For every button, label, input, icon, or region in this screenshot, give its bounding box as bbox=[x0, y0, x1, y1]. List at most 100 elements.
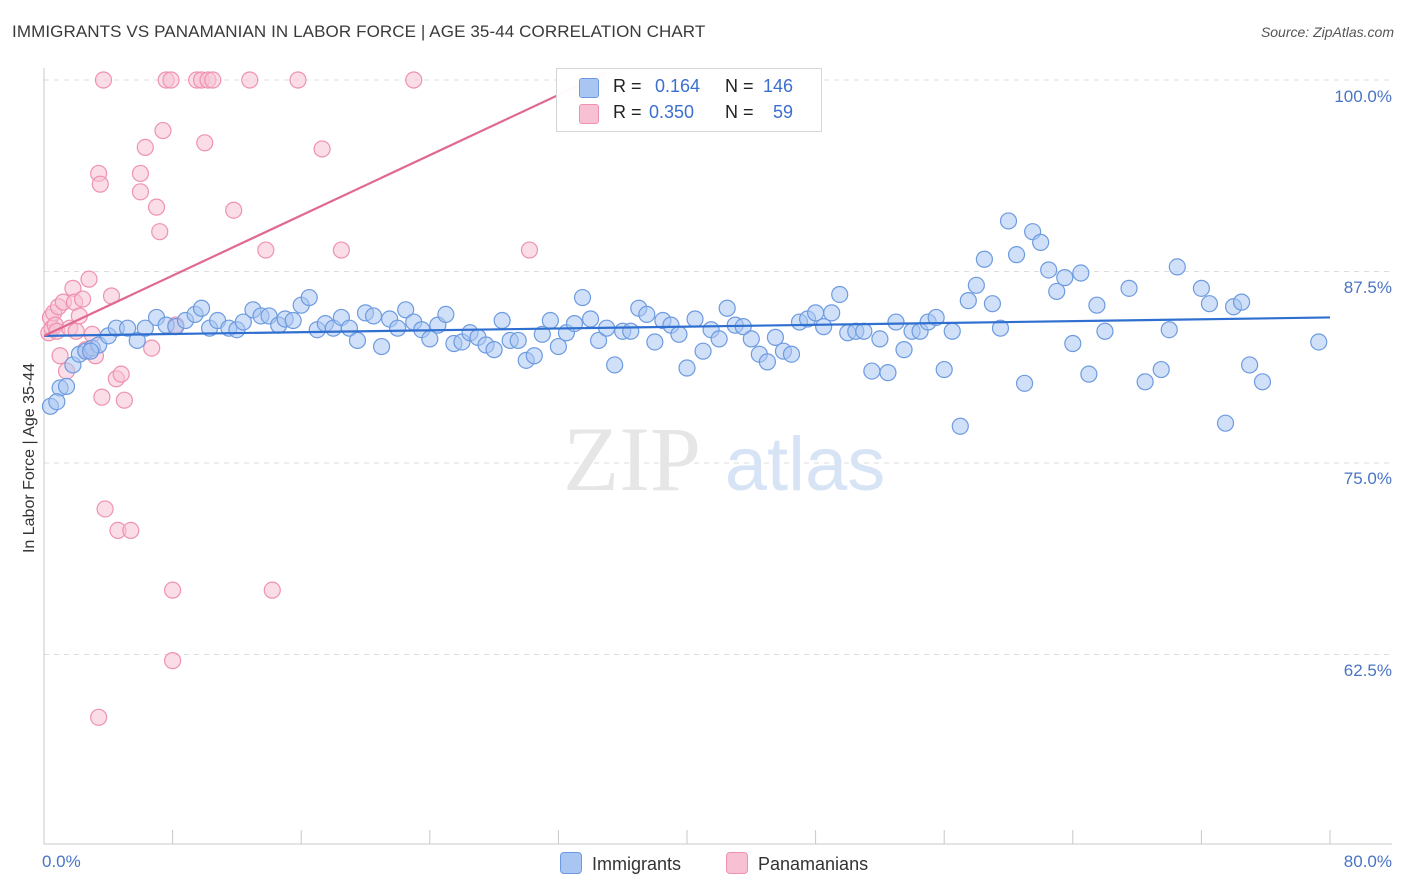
immigrants-point bbox=[831, 285, 849, 304]
immigrants-point bbox=[348, 331, 367, 350]
immigrants-point bbox=[1096, 322, 1114, 340]
immigrants-point bbox=[525, 347, 543, 365]
immigrants-point bbox=[1200, 295, 1219, 313]
panamanians-point bbox=[164, 652, 182, 670]
y-tick-label: 100.0% bbox=[1334, 87, 1392, 106]
immigrants-point bbox=[1136, 373, 1154, 391]
immigrants-point bbox=[782, 345, 801, 363]
immigrants-point bbox=[389, 319, 407, 337]
legend-item-immigrants: Immigrants bbox=[560, 852, 681, 875]
immigrants-point bbox=[975, 250, 993, 268]
panamanians-point bbox=[131, 183, 150, 201]
y-tick-label: 87.5% bbox=[1343, 278, 1392, 297]
immigrants-point bbox=[1088, 296, 1106, 314]
immigrants-point bbox=[1253, 373, 1272, 391]
panamanians-point bbox=[143, 339, 161, 357]
immigrants-point bbox=[1007, 246, 1026, 264]
immigrants-point bbox=[879, 364, 897, 382]
immigrants-point bbox=[999, 212, 1018, 230]
immigrants-point bbox=[1056, 269, 1074, 287]
panamanians-point bbox=[225, 201, 243, 219]
chart-title: IMMIGRANTS VS PANAMANIAN IN LABOR FORCE … bbox=[12, 22, 706, 41]
immigrants-point bbox=[1040, 261, 1058, 279]
immigrants-point bbox=[549, 337, 568, 356]
legend-swatch-immigrants bbox=[579, 78, 599, 98]
immigrants-point bbox=[118, 319, 137, 337]
immigrants-point bbox=[758, 353, 776, 371]
trend-lines bbox=[43, 71, 1331, 337]
immigrants-point bbox=[871, 330, 889, 348]
panamanians-point bbox=[263, 581, 281, 599]
panamanians-point bbox=[204, 71, 222, 89]
y-tick-label: 75.0% bbox=[1343, 469, 1392, 488]
immigrants-point bbox=[364, 307, 383, 325]
panamanians-point bbox=[131, 164, 150, 183]
immigrants-point bbox=[638, 305, 656, 323]
immigrants-point bbox=[1048, 282, 1066, 301]
immigrants-point bbox=[1232, 293, 1251, 311]
panamanians-point bbox=[94, 71, 113, 89]
immigrants-point bbox=[935, 360, 953, 379]
panamanians-point bbox=[332, 241, 350, 259]
panamanians-point bbox=[289, 71, 307, 89]
legend-swatch-panamanians bbox=[726, 852, 748, 874]
stats-legend: R = 0.164 N = 146 R = 0.350 N = 59 bbox=[556, 68, 822, 132]
immigrants-point bbox=[1072, 264, 1090, 282]
immigrants-point bbox=[372, 337, 391, 356]
immigrants-point bbox=[710, 330, 728, 348]
x-tick-label: 80.0% bbox=[1343, 852, 1392, 871]
immigrants-point bbox=[670, 325, 688, 343]
immigrants-point bbox=[1015, 374, 1034, 392]
watermark-atlas: atlas bbox=[725, 422, 886, 507]
legend-item-panamanians: Panamanians bbox=[726, 852, 868, 875]
immigrants-point bbox=[606, 356, 624, 374]
immigrants-point bbox=[541, 311, 559, 330]
panamanians-point bbox=[122, 521, 140, 540]
immigrants-point bbox=[694, 342, 712, 360]
immigrants-point bbox=[815, 318, 833, 336]
panamanians-point bbox=[154, 121, 172, 140]
legend-r-value: 0.350 bbox=[649, 102, 695, 122]
grid-lines bbox=[44, 79, 1392, 655]
immigrants-point bbox=[1032, 233, 1050, 251]
legend-n-value: 146 bbox=[763, 76, 794, 96]
immigrants-point bbox=[1160, 321, 1178, 339]
immigrants-point bbox=[895, 341, 913, 359]
immigrants-point bbox=[1241, 356, 1259, 374]
panamanians-point bbox=[241, 71, 259, 89]
immigrants-point bbox=[1080, 365, 1098, 383]
legend-label-panamanians: Panamanians bbox=[758, 854, 869, 874]
immigrants-point bbox=[678, 359, 696, 377]
immigrants-point bbox=[646, 333, 664, 351]
immigrants-point bbox=[57, 377, 76, 395]
panamanians-point bbox=[162, 71, 180, 89]
legend-r-value: 0.164 bbox=[655, 76, 701, 96]
immigrants-point bbox=[983, 295, 1002, 313]
immigrants-point bbox=[742, 330, 760, 348]
legend-r-label: R = bbox=[613, 102, 642, 122]
panamanians-point bbox=[112, 365, 130, 383]
immigrants-point bbox=[823, 304, 841, 322]
immigrants-point bbox=[128, 331, 146, 350]
panamanians-point bbox=[93, 388, 111, 406]
immigrants-point bbox=[959, 292, 977, 310]
immigrants-point bbox=[493, 311, 511, 330]
axes bbox=[43, 68, 1392, 845]
immigrants-point bbox=[573, 288, 592, 307]
immigrants-point bbox=[967, 276, 985, 294]
immigrants-point bbox=[136, 319, 154, 337]
immigrants-point bbox=[397, 301, 415, 319]
legend-swatch-panamanians bbox=[579, 104, 599, 124]
chart-source: Source: ZipAtlas.com bbox=[1260, 24, 1394, 40]
immigrants-point bbox=[622, 322, 640, 340]
immigrants-point bbox=[943, 322, 961, 340]
legend-r-label: R = bbox=[613, 76, 642, 96]
immigrants-point bbox=[284, 311, 302, 330]
x-tick-label: 0.0% bbox=[42, 852, 81, 871]
panamanians-point bbox=[164, 581, 182, 599]
watermark-zip: ZIP bbox=[563, 408, 701, 510]
immigrants-point bbox=[855, 322, 873, 340]
y-axis-label: In Labor Force | Age 35-44 bbox=[21, 362, 38, 554]
series-immigrants bbox=[41, 212, 1328, 435]
